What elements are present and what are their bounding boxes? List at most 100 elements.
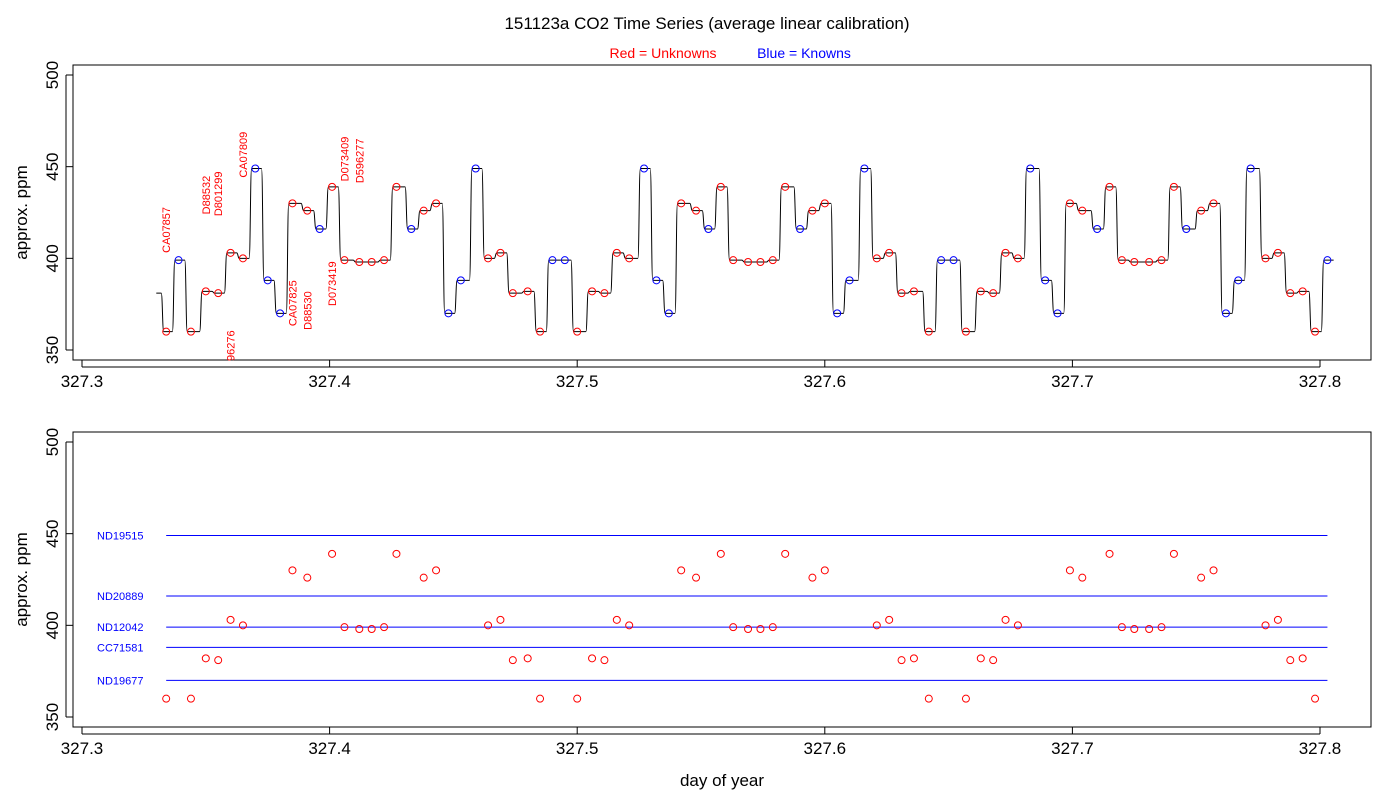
unknown-point <box>303 573 312 582</box>
unknown-point <box>573 327 582 336</box>
unknown-point <box>1157 623 1166 632</box>
known-point <box>1246 164 1255 173</box>
unknown-point <box>1145 258 1154 266</box>
unknown-point <box>367 625 376 633</box>
unknown-point <box>768 256 777 265</box>
unknown-point <box>419 573 428 582</box>
unknown-point <box>1065 566 1074 575</box>
unknown-point <box>1001 615 1010 624</box>
unknown-point <box>186 327 195 336</box>
x-tick-label: 327.6 <box>804 372 847 391</box>
unknown-point <box>1117 623 1126 632</box>
unknown-point <box>872 254 881 263</box>
unknown-point <box>340 256 349 265</box>
y-tick-label: 350 <box>43 336 62 364</box>
known-point <box>949 256 958 265</box>
known-point <box>704 225 713 233</box>
unknown-point <box>214 656 223 665</box>
unknown-point <box>897 289 906 298</box>
chart-title: 151123a CO2 Time Series (average linear … <box>504 14 909 33</box>
unknown-point <box>1286 656 1295 665</box>
sample-id-annotation: D88530 <box>302 291 314 330</box>
unknown-point <box>303 206 312 215</box>
unknown-point <box>238 254 247 263</box>
known-point <box>845 276 854 285</box>
unknown-point <box>380 623 389 632</box>
x-tick-label: 327.6 <box>804 739 847 758</box>
unknown-point <box>432 566 441 575</box>
known-point <box>263 276 272 285</box>
unknown-point <box>432 199 441 208</box>
x-tick-label: 327.4 <box>308 739 351 758</box>
y-tick-label: 450 <box>43 152 62 180</box>
top-panel: 327.3 327.4 327.5 327.6 327.7 327.8 350 400 450 5… <box>12 61 1372 391</box>
unknown-point <box>924 327 933 336</box>
co2-trace-line <box>156 168 1334 333</box>
x-tick-label: 327.3 <box>61 372 104 391</box>
unknown-point <box>1286 289 1295 298</box>
unknown-point <box>226 248 235 257</box>
reference-label: ND12042 <box>97 622 143 634</box>
unknown-point <box>1197 573 1206 582</box>
legend-unknowns: Red = Unknowns <box>609 45 716 61</box>
legend-blue-label: Knowns <box>801 45 851 61</box>
known-point <box>664 309 673 318</box>
unknown-point <box>1130 625 1139 633</box>
known-point <box>548 256 557 265</box>
unknown-point <box>961 694 970 703</box>
reference-label: CC71581 <box>97 642 143 654</box>
unknown-point <box>214 289 223 298</box>
unknown-point <box>625 621 634 630</box>
x-tick-label: 327.7 <box>1051 739 1094 758</box>
y-tick-label: 450 <box>43 519 62 547</box>
legend-blue-prefix: Blue = <box>757 45 801 61</box>
unknown-point <box>288 199 297 208</box>
unknown-point <box>729 256 738 265</box>
x-tick-label: 327.5 <box>556 739 599 758</box>
unknown-point <box>340 623 349 632</box>
x-tick-label: 327.5 <box>556 372 599 391</box>
known-point <box>1323 256 1332 265</box>
x-tick-label: 327.7 <box>1051 372 1094 391</box>
unknown-point <box>1078 573 1087 582</box>
unknown-point <box>1013 254 1022 263</box>
unknown-point <box>677 566 686 575</box>
unknown-point <box>976 654 985 663</box>
unknown-point <box>186 694 195 703</box>
unknown-point <box>768 623 777 632</box>
unknown-point <box>744 625 753 633</box>
unknown-point <box>1273 615 1282 624</box>
unknown-point <box>328 182 337 191</box>
unknown-point <box>744 258 753 266</box>
unknown-point <box>201 287 210 296</box>
unknown-point <box>909 654 918 663</box>
unknown-point <box>1105 182 1114 191</box>
known-point <box>1041 276 1050 285</box>
y-tick-label: 400 <box>43 244 62 272</box>
unknown-point <box>1261 254 1270 263</box>
unknown-point <box>1298 654 1307 663</box>
sample-id-annotation: D073419 <box>327 261 339 306</box>
unknown-point <box>1209 199 1218 208</box>
sample-id-annotation: D801299 <box>213 172 225 217</box>
unknown-point <box>1105 549 1114 558</box>
unknown-point <box>1169 182 1178 191</box>
unknown-point <box>1013 621 1022 630</box>
known-point <box>444 309 453 318</box>
y-axis-label: approx. ppm <box>12 532 31 627</box>
unknown-point <box>496 248 505 257</box>
unknown-point <box>756 258 765 266</box>
unknown-point <box>612 248 621 257</box>
unknown-point <box>367 258 376 266</box>
unknown-point <box>419 206 428 215</box>
unknown-point <box>820 566 829 575</box>
unknown-point <box>162 327 171 336</box>
known-point <box>1093 225 1102 233</box>
y-tick-label: 350 <box>43 703 62 731</box>
sample-id-annotation: D88532 <box>201 176 213 215</box>
plot-frame <box>72 64 1372 361</box>
unknown-point <box>820 199 829 208</box>
known-point <box>640 164 649 173</box>
known-point <box>315 225 324 233</box>
